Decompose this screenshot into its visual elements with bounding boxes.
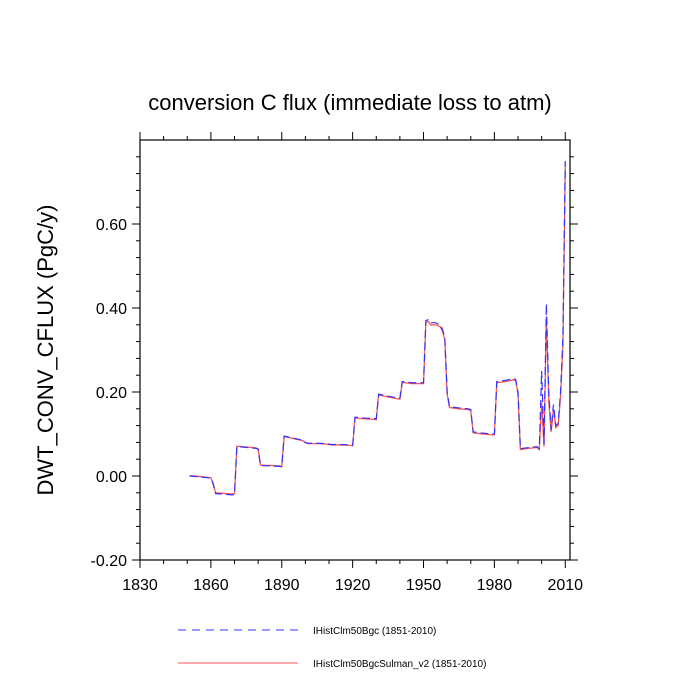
y-axis-label: DWT_CONV_CFLUX (PgC/y)	[33, 205, 58, 496]
x-tick-label: 1860	[193, 577, 229, 594]
tick-labels: 1830 1860 1890 1920 1950 1980 2010 -0.20 0.00 0.2…	[91, 217, 584, 594]
legend-label-2: IHistClm50BgcSulman_v2 (1851-2010)	[313, 659, 486, 670]
y-tick-label: -0.20	[91, 553, 128, 570]
y-tick-label: 0.00	[96, 469, 127, 486]
series-line-1	[189, 160, 566, 496]
legend-label-1: IHistClm50Bgc (1851-2010)	[313, 626, 436, 637]
axis-ticks	[132, 132, 578, 568]
series-line-2	[189, 165, 566, 495]
series-layer	[189, 160, 566, 496]
y-tick-label: 0.60	[96, 217, 127, 234]
x-tick-label: 1890	[264, 577, 300, 594]
x-tick-label: 1920	[335, 577, 371, 594]
x-tick-label: 2010	[547, 577, 583, 594]
legend: IHistClm50Bgc (1851-2010) IHistClm50BgcSu…	[178, 626, 486, 670]
y-tick-label: 0.40	[96, 301, 127, 318]
chart-title: conversion C flux (immediate loss to atm…	[148, 90, 551, 115]
x-tick-label: 1830	[122, 577, 158, 594]
x-tick-label: 1980	[477, 577, 513, 594]
y-tick-label: 0.20	[96, 385, 127, 402]
plot-frame	[139, 139, 571, 561]
x-tick-label: 1950	[406, 577, 442, 594]
